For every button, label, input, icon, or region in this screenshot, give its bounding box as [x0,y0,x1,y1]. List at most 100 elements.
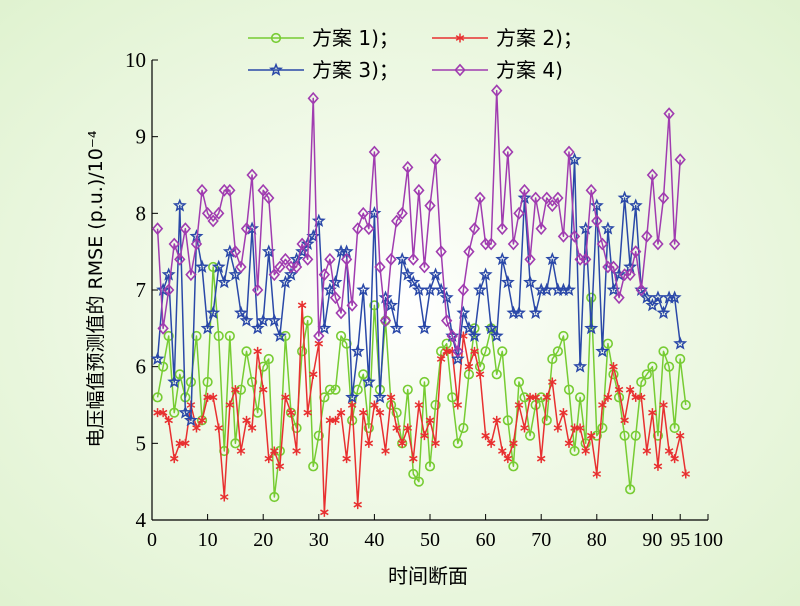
series-2-point [158,408,168,418]
series-3-point [584,320,599,335]
series-1-point [630,430,641,441]
series-1-point [586,292,597,303]
series-1-point [363,422,374,434]
series-4-point [613,291,625,305]
series-4-point [329,291,342,305]
series-2-point [470,346,479,356]
series-3-point [161,267,176,281]
series-4-point [502,145,514,159]
series-4-point [541,191,553,205]
series-3-point [417,320,432,335]
series-2-point [381,446,390,456]
series-1-point [419,376,430,388]
series-3-point [411,282,426,296]
plot-area [150,84,691,517]
series-1-point [313,430,324,441]
series-2-point [403,423,413,433]
series-1-point [297,346,308,357]
series-4-point [402,160,414,174]
legend-item-4: 方案 4) [432,58,563,82]
series-4-point [335,306,347,320]
series-1-point [224,330,235,342]
series-4-point [585,183,597,197]
series-2-point [464,362,474,372]
series-4-point [591,214,603,228]
y-tick-label: 7 [136,278,147,302]
legend-marker [269,62,283,76]
series-3-point [406,274,421,289]
series-1-point [524,430,536,441]
series-2-point [220,492,229,502]
legend-marker [455,33,465,43]
legend-label: 方案 4) [496,58,563,82]
series-2-point [370,400,379,410]
series-3-point [395,251,410,266]
series-1-point [430,399,441,411]
series-4-point [368,145,381,159]
series-3-point [473,282,488,296]
legend-marker [454,63,466,77]
series-4-point [346,298,358,312]
series-3-point [150,351,165,365]
series-2-point [642,446,652,456]
series-2-point [659,400,668,410]
series-3-point [545,251,560,266]
series-4-point [385,252,397,266]
series-4-point [663,107,675,121]
series-4-point [657,191,670,205]
series-2-point [264,454,274,464]
series-4-point [674,153,686,167]
series-1-point [619,430,630,441]
series-4-point [563,145,575,159]
series-3-point [434,282,449,296]
series-3-point [423,282,437,296]
series-4-point [307,91,319,105]
series-3-point [284,267,298,281]
series-2-point [375,408,385,418]
series-1-point [602,338,614,349]
y-tick-label: 5 [136,431,147,455]
series-4-point [424,199,436,213]
series-2-point [308,369,318,379]
series-3-point [217,274,232,289]
series-2-point [286,408,296,418]
series-2-point [214,423,223,433]
series-3-point [645,297,660,312]
series-3-point [673,336,688,350]
series-2-point [386,392,396,402]
series-2-point [342,454,351,464]
series-2-point [297,300,307,310]
series-2-point [481,431,490,441]
series-3-point [361,374,376,388]
series-4-point [529,191,542,205]
series-4-point [374,260,386,274]
series-1-point [185,376,197,388]
series-3-point [272,328,287,342]
series-4-point [607,260,620,274]
series-1-point [625,484,636,495]
series-4-point [168,237,180,251]
series-4-point [279,252,292,266]
series-2-point [281,392,290,402]
series-1-point [241,346,252,357]
series-4-point [246,168,258,182]
series-1-point [408,468,419,480]
series-2-point [453,400,463,410]
series-3-point [478,267,493,281]
x-axis-label: 时间断面 [388,564,468,588]
series-2-point [247,423,257,433]
series-2-point [492,415,501,425]
series-4-point [174,252,186,266]
series-4-point [652,237,664,251]
series-3-point [206,305,221,319]
series-2-point [586,431,596,441]
x-tick-label: 60 [476,529,496,551]
series-1-point [680,399,691,411]
series-2-point [192,423,201,433]
series-3-point [328,274,343,289]
series-2-point [609,362,618,372]
series-4-point [290,260,303,274]
series-1-point [269,491,280,503]
x-tick-label: 40 [364,529,384,551]
